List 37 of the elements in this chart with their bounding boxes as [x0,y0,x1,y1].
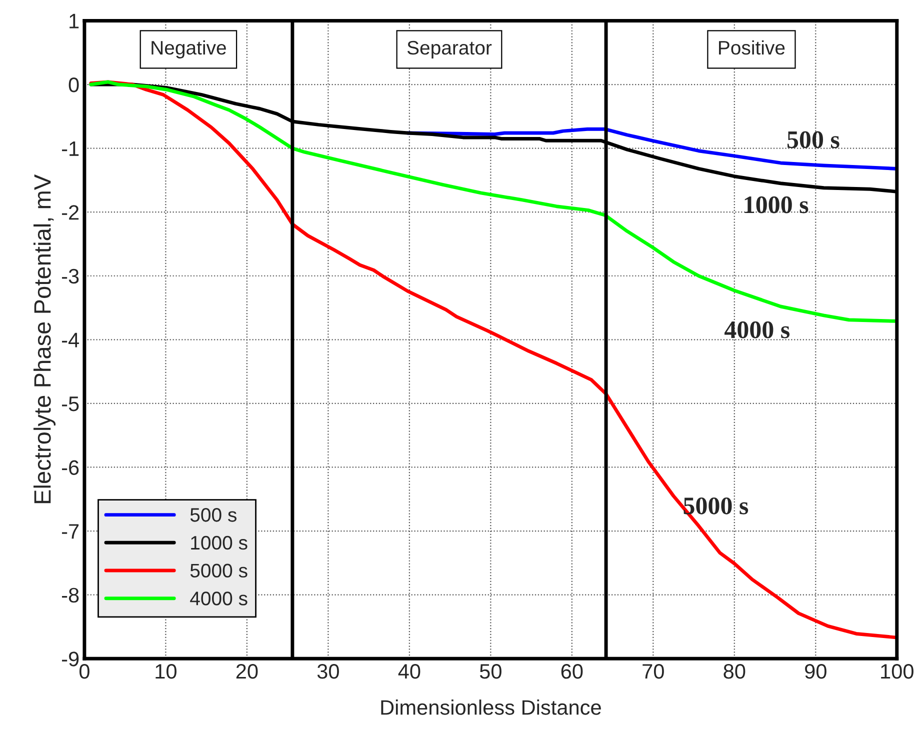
annotation: Positive [719,40,785,55]
annotation: 5000 s [684,497,748,514]
x-tick-label: 40 [398,664,420,679]
legend-label: 1000 s [191,536,248,550]
y-axis-title: Electrolyte Phase Potential, mV [34,174,56,504]
y-tick-label: -3 [62,268,79,284]
x-tick-label: 70 [642,664,664,679]
x-tick-label: 30 [317,664,339,679]
y-tick-label: -5 [62,396,79,412]
y-tick-label: -8 [62,588,79,603]
x-tick-label: 0 [79,664,90,679]
y-tick-label: -6 [62,460,79,475]
annotation: Negative [152,40,226,58]
x-tick-label: 90 [805,664,826,679]
y-tick-label: 0 [68,78,79,92]
y-tick-label: -7 [62,524,79,539]
annotation: 4000 s [724,321,790,338]
line-series [89,80,897,323]
annotation: Separator [407,40,492,58]
x-tick-label: 10 [156,664,176,679]
y-tick-label: -9 [62,652,79,666]
y-tick-label: 1 [70,14,79,28]
y-tick-label: -1 [62,142,79,156]
annotation: 1000 s [744,196,808,214]
legend-label: 500 s [190,508,236,522]
y-tick-label: -4 [62,332,79,348]
x-tick-label: 60 [561,664,583,679]
x-tick-label: 100 [881,664,914,679]
line-series [89,80,897,640]
x-axis-title: Dimensionless Distance [381,700,601,715]
annotation: 500 s [787,131,840,148]
x-tick-label: 20 [236,664,258,679]
x-tick-label: 50 [480,664,502,679]
x-tick-label: 80 [724,664,746,679]
legend-label: 5000 s [190,564,248,578]
y-tick-label: -2 [62,205,79,220]
legend-label: 4000 s [190,592,248,606]
